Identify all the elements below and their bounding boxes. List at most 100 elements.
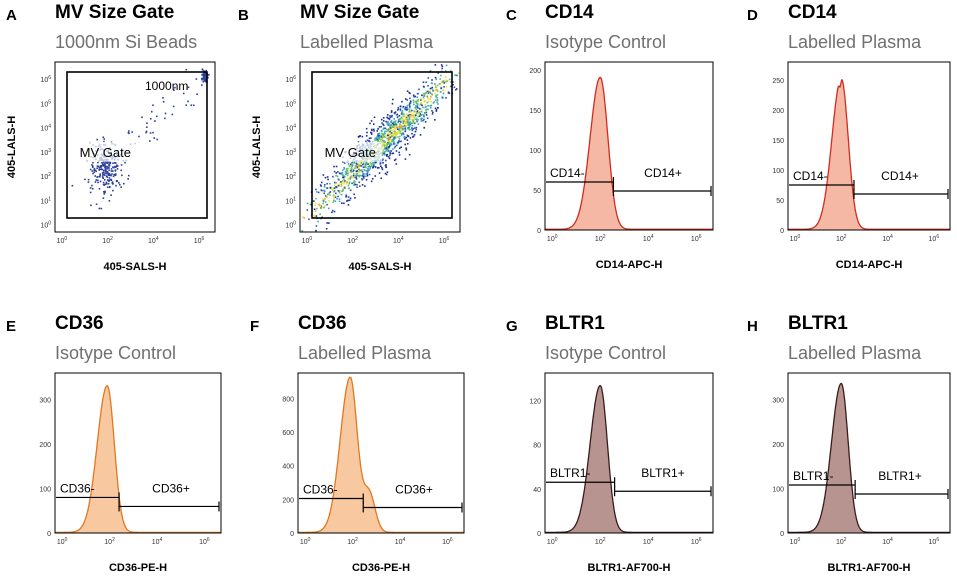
data-point: [334, 200, 337, 203]
data-point: [388, 135, 391, 138]
data-point: [415, 108, 418, 111]
y-axis-label: 405-LALS-H: [251, 116, 263, 178]
data-point: [423, 92, 425, 95]
data-point: [187, 86, 190, 89]
data-point: [350, 166, 353, 169]
histogram-fill: [788, 79, 951, 231]
data-point: [406, 134, 409, 137]
x-axis-label: 405-SALS-H: [104, 261, 167, 273]
data-point: [399, 108, 402, 111]
plot-frame: [544, 61, 714, 231]
data-point: [391, 133, 393, 135]
data-point: [326, 222, 329, 224]
data-point: [383, 153, 386, 156]
x-tick-label: 100: [790, 234, 801, 243]
data-point: [91, 164, 93, 166]
data-point: [405, 113, 408, 116]
data-point: [173, 89, 175, 91]
data-point: [424, 100, 426, 102]
data-point: [395, 150, 398, 152]
data-point: [338, 191, 341, 194]
data-point: [204, 75, 206, 77]
data-point: [391, 129, 393, 132]
data-point: [412, 99, 415, 102]
data-point: [398, 118, 400, 121]
data-point: [395, 120, 397, 122]
y-tick-label: 103: [40, 148, 51, 157]
data-point: [120, 186, 122, 188]
pos-gate-label: BLTR1+: [878, 469, 921, 483]
data-point: [324, 204, 326, 207]
data-point: [359, 174, 362, 177]
data-point: [448, 78, 451, 81]
data-point: [306, 202, 309, 205]
data-point: [409, 97, 411, 100]
data-point: [395, 123, 398, 126]
data-point: [404, 106, 407, 109]
data-point: [416, 96, 419, 98]
data-point: [409, 100, 412, 103]
data-point: [426, 95, 429, 98]
data-point: [397, 108, 400, 110]
data-point: [387, 124, 390, 126]
data-point: [424, 121, 427, 123]
data-point: [404, 117, 407, 120]
data-point: [138, 135, 140, 138]
data-point: [343, 178, 345, 181]
data-point: [351, 165, 354, 167]
data-point: [406, 127, 409, 129]
data-point: [399, 130, 402, 132]
data-point: [417, 119, 419, 121]
data-point: [196, 93, 198, 96]
data-point: [347, 199, 349, 202]
data-point: [379, 140, 381, 143]
data-point: [341, 173, 344, 176]
data-point: [376, 167, 379, 169]
data-point: [413, 111, 416, 114]
data-point: [202, 73, 204, 76]
data-point: [425, 108, 428, 111]
data-point: [316, 191, 318, 193]
data-point: [347, 204, 350, 206]
data-point: [332, 201, 334, 203]
data-point: [397, 141, 400, 143]
panel-b: B MV Size Gate Labelled Plasma 100 102 104 106…: [238, 2, 461, 273]
x-tick-label: 104: [643, 234, 654, 243]
data-point: [397, 130, 399, 133]
data-point: [435, 110, 438, 112]
data-point: [313, 215, 316, 218]
data-point: [406, 104, 409, 107]
data-point: [402, 106, 404, 109]
gate-markers: [56, 492, 220, 512]
data-point: [390, 132, 393, 134]
data-point: [301, 229, 304, 232]
data-point: [317, 220, 319, 223]
data-point: [113, 166, 115, 169]
data-point: [403, 133, 405, 136]
x-tick-label: 102: [347, 236, 358, 245]
data-point: [353, 167, 356, 170]
data-point: [390, 120, 393, 122]
data-point: [367, 168, 369, 170]
data-point: [412, 120, 415, 122]
data-point: [329, 187, 332, 189]
data-point: [385, 130, 388, 133]
data-point: [392, 128, 395, 131]
data-point: [442, 92, 445, 95]
data-point: [454, 74, 456, 76]
data-point: [441, 89, 444, 91]
data-point: [399, 123, 401, 125]
data-point: [389, 130, 391, 133]
data-point: [364, 169, 366, 172]
data-point: [335, 174, 337, 177]
data-point: [396, 132, 399, 135]
data-point: [440, 87, 442, 90]
data-point: [441, 96, 444, 99]
data-point: [171, 113, 174, 116]
data-point: [384, 132, 386, 135]
data-point: [114, 173, 117, 175]
panel-a: A MV Size Gate 1000nm Si Beads 100 102 104 106…: [6, 2, 216, 273]
data-point: [440, 64, 443, 66]
data-point: [368, 173, 371, 176]
data-point: [404, 108, 407, 111]
